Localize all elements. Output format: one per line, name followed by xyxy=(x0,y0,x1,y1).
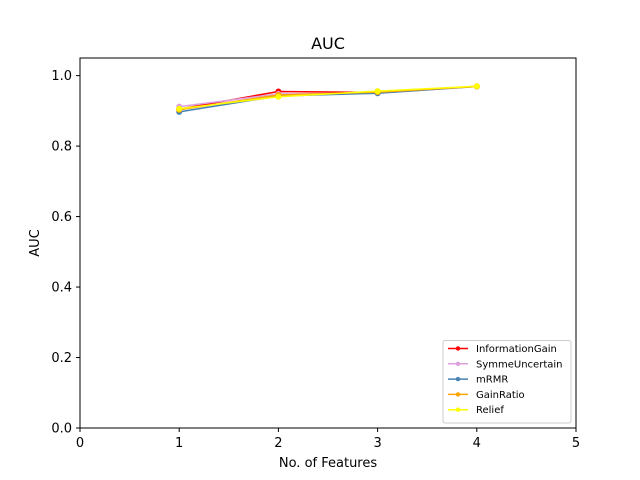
x-tick-label: 0 xyxy=(76,436,84,451)
y-tick-label: 0.8 xyxy=(51,140,72,155)
x-axis-label: No. of Features xyxy=(279,456,378,471)
legend-marker xyxy=(455,346,461,351)
legend-item: SymmeUncertain xyxy=(448,359,562,370)
x-tick-label: 3 xyxy=(373,436,381,451)
legend-label: GainRatio xyxy=(476,390,525,401)
legend-item: mRMR xyxy=(448,375,508,386)
series-layer xyxy=(176,83,480,115)
legend-item: InformationGain xyxy=(448,344,557,355)
x-tick-label: 4 xyxy=(473,436,481,451)
x-tick-label: 1 xyxy=(175,436,183,451)
x-tick-label: 5 xyxy=(572,436,580,451)
series-relief xyxy=(176,83,480,112)
legend-marker xyxy=(455,407,461,412)
x-axis: 0 1 2 3 4 5 xyxy=(76,428,580,451)
y-axis-label: AUC xyxy=(28,229,43,257)
data-point-relief xyxy=(275,93,282,100)
legend-item: Relief xyxy=(448,405,504,416)
y-tick-label: 0.6 xyxy=(51,210,72,225)
y-tick-label: 0.0 xyxy=(51,422,72,437)
y-tick-label: 0.2 xyxy=(51,351,72,366)
data-point-relief xyxy=(176,105,183,112)
series-line-relief xyxy=(179,85,477,110)
data-point-relief xyxy=(473,83,480,90)
x-tick-label: 2 xyxy=(274,436,282,451)
y-axis: 0.0 0.2 0.4 0.6 0.8 1.0 xyxy=(51,69,80,437)
legend-label: Relief xyxy=(476,405,504,416)
data-point-relief xyxy=(374,88,381,95)
legend-label: InformationGain xyxy=(476,344,557,355)
legend-marker xyxy=(455,361,461,366)
chart-title: AUC xyxy=(311,34,345,53)
legend-label: mRMR xyxy=(476,375,508,386)
legend-label: SymmeUncertain xyxy=(476,359,562,370)
legend: InformationGain SymmeUncertain mRMR GainRat… xyxy=(442,340,572,424)
series-line-mrmr xyxy=(179,85,477,113)
y-tick-label: 1.0 xyxy=(51,69,72,84)
legend-box xyxy=(442,340,572,424)
legend-marker xyxy=(455,392,461,397)
plot-frame xyxy=(79,57,577,429)
legend-item: GainRatio xyxy=(448,390,525,401)
y-tick-label: 0.4 xyxy=(51,281,72,296)
legend-marker xyxy=(455,376,461,382)
